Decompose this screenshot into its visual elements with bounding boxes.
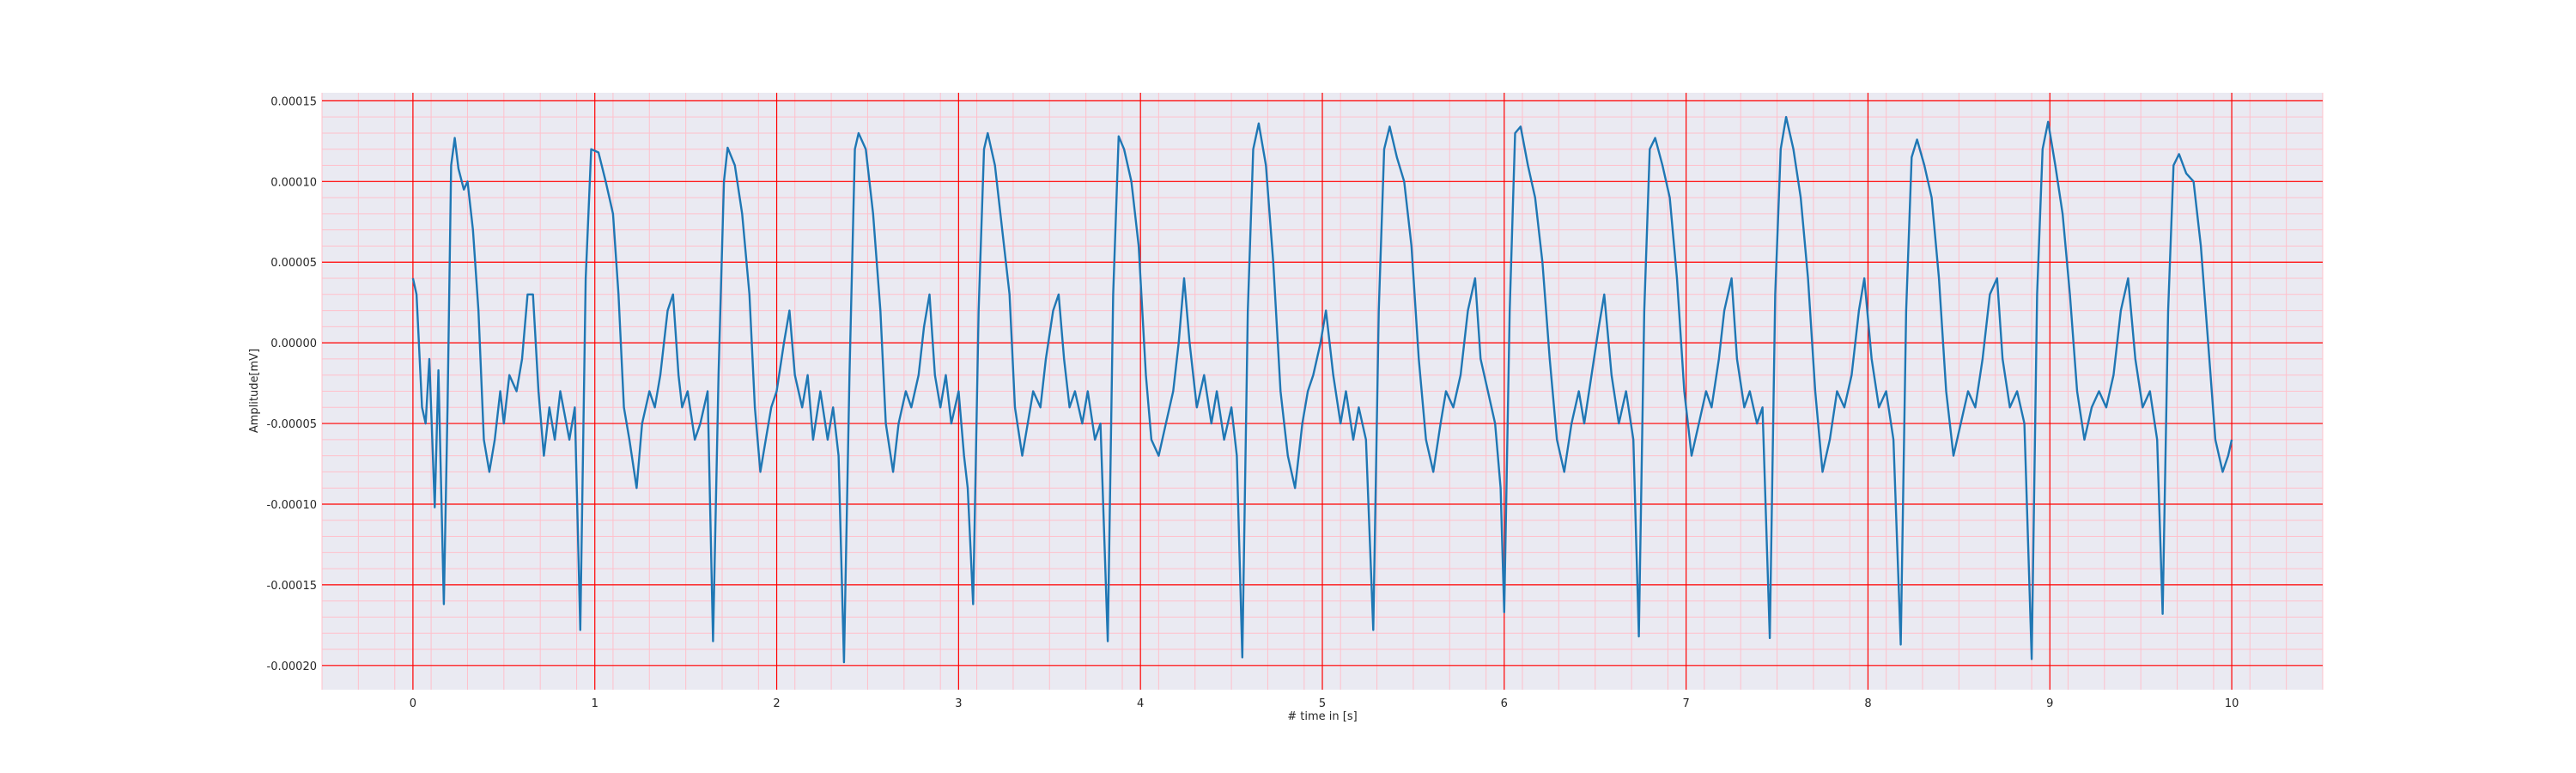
y-tick-label: 0.00000: [270, 338, 317, 350]
x-tick-label: 2: [773, 697, 780, 710]
y-tick-label: -0.00010: [267, 499, 317, 512]
y-tick-label: -0.00005: [267, 418, 317, 431]
x-tick-label: 9: [2046, 697, 2053, 710]
y-axis-title: Amplitude[mV]: [248, 349, 261, 433]
x-tick-label: 6: [1501, 697, 1508, 710]
y-tick-label: 0.00010: [270, 176, 317, 189]
x-tick-label: 1: [592, 697, 598, 710]
y-tick-label: 0.00015: [270, 95, 317, 108]
major-grid: [322, 93, 2323, 690]
signal-line: [411, 116, 2233, 664]
x-axis-title: # time in [s]: [1287, 710, 1357, 723]
y-tick-label: -0.00015: [267, 580, 317, 593]
x-tick-label: 8: [1864, 697, 1871, 710]
series-layer: [411, 116, 2233, 664]
x-tick-label: 7: [1682, 697, 1689, 710]
x-tick-label: 10: [2225, 697, 2239, 710]
x-axis-ticks: 0 1 2 3 4 5 6 7 8 9 10: [410, 697, 2239, 710]
x-tick-label: 5: [1319, 697, 1326, 710]
y-tick-label: -0.00020: [267, 660, 317, 673]
x-tick-label: 4: [1137, 697, 1144, 710]
x-tick-label: 0: [410, 697, 416, 710]
y-tick-label: 0.00005: [270, 257, 317, 270]
x-tick-label: 3: [955, 697, 962, 710]
y-axis-ticks: 0.00015 0.00010 0.00005 0.00000 -0.00005 -0.0…: [267, 95, 317, 673]
